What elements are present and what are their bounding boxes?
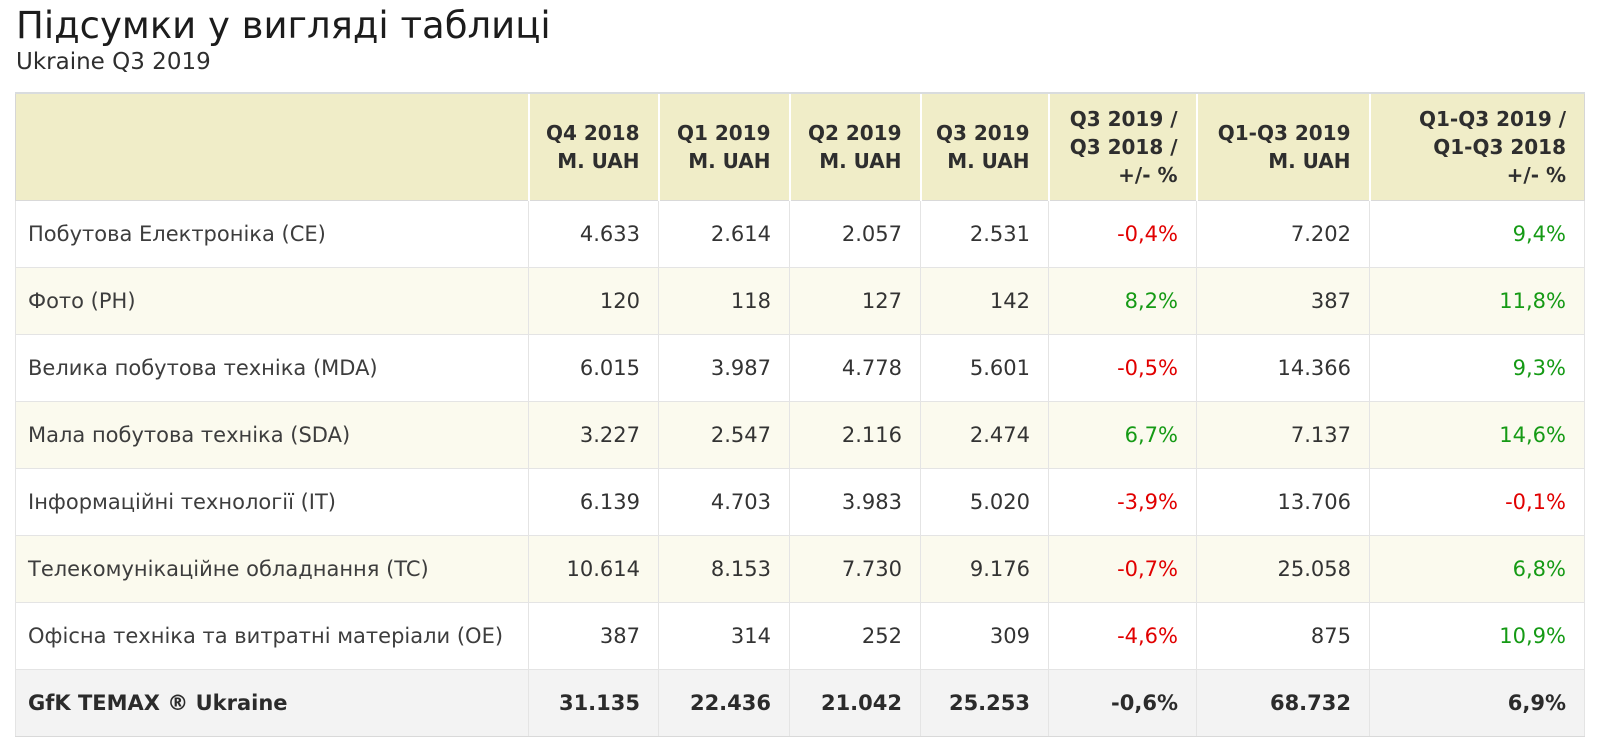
row-label: Інформаційні технології (IT) (15, 468, 529, 536)
value-cell: 142 (920, 267, 1049, 335)
percent-cell: -0,7% (1048, 535, 1197, 603)
value-cell: 3.987 (658, 334, 790, 402)
percent-cell: -4,6% (1048, 602, 1197, 670)
column-header: Q1-Q3 2019 M. UAH (1195, 92, 1370, 201)
value-cell: 6.015 (528, 334, 659, 402)
value-cell: 13.706 (1196, 468, 1370, 536)
row-label: Велика побутова техніка (MDA) (15, 334, 529, 402)
value-cell: 6.139 (528, 468, 659, 536)
value-cell: 25.253 (920, 669, 1049, 737)
column-header: Q3 2019 /Q3 2018 /+/- % (1047, 92, 1197, 201)
table-body: Побутова Електроніка (CE) 4.633 2.614 2.057… (15, 200, 1585, 737)
value-cell: 8.153 (658, 535, 790, 603)
row-label: Телекомунікаційне обладнання (TC) (15, 535, 529, 603)
value-cell: 3.227 (528, 401, 659, 469)
value-cell: 7.730 (789, 535, 921, 603)
table-row: Мала побутова техніка (SDA) 3.227 2.547 2.1… (15, 401, 1585, 469)
percent-cell: -0,5% (1048, 334, 1197, 402)
value-cell: 387 (528, 602, 659, 670)
page-title: Підсумки у вигляді таблиці (16, 4, 551, 47)
table-row: Фото (PH) 120 118 127 142 8,2% 387 11,8% (15, 267, 1585, 335)
value-cell: 9.176 (920, 535, 1049, 603)
percent-cell: 9,4% (1369, 200, 1585, 268)
table-row: Офісна техніка та витратні матеріали (OE… (15, 602, 1585, 670)
value-cell: 5.020 (920, 468, 1049, 536)
percent-cell: 10,9% (1369, 602, 1585, 670)
value-cell: 2.547 (658, 401, 790, 469)
value-cell: 309 (920, 602, 1049, 670)
value-cell: 25.058 (1196, 535, 1370, 603)
temax-summary-table: Q4 2018 M. UAH Q1 2019 M. UAH Q2 2019 M. UAH Q… (15, 92, 1585, 737)
value-cell: 14.366 (1196, 334, 1370, 402)
column-header: Q4 2018 M. UAH (527, 92, 659, 201)
value-cell: 314 (658, 602, 790, 670)
column-header: Q2 2019 M. UAH (788, 92, 921, 201)
value-cell: 7.202 (1196, 200, 1370, 268)
percent-cell: 14,6% (1369, 401, 1585, 469)
value-cell: 120 (528, 267, 659, 335)
value-cell: 127 (789, 267, 921, 335)
percent-cell: 6,8% (1369, 535, 1585, 603)
row-label: Фото (PH) (15, 267, 529, 335)
column-header (15, 92, 529, 201)
column-header: Q1-Q3 2019 /Q1-Q3 2018 +/- % (1368, 92, 1585, 201)
percent-cell: -0,4% (1048, 200, 1197, 268)
value-cell: 22.436 (658, 669, 790, 737)
percent-cell: -0,1% (1369, 468, 1585, 536)
row-label: Побутова Електроніка (CE) (15, 200, 529, 268)
percent-cell: -0,6% (1048, 669, 1197, 737)
value-cell: 252 (789, 602, 921, 670)
table-header-row: Q4 2018 M. UAH Q1 2019 M. UAH Q2 2019 M. UAH Q… (15, 92, 1585, 201)
value-cell: 875 (1196, 602, 1370, 670)
value-cell: 10.614 (528, 535, 659, 603)
value-cell: 2.474 (920, 401, 1049, 469)
value-cell: 68.732 (1196, 669, 1370, 737)
value-cell: 2.614 (658, 200, 790, 268)
total-row-label: GfK TEMAX ® Ukraine (15, 669, 529, 737)
value-cell: 5.601 (920, 334, 1049, 402)
percent-cell: 9,3% (1369, 334, 1585, 402)
value-cell: 7.137 (1196, 401, 1370, 469)
value-cell: 2.116 (789, 401, 921, 469)
percent-cell: 11,8% (1369, 267, 1585, 335)
value-cell: 2.057 (789, 200, 921, 268)
value-cell: 2.531 (920, 200, 1049, 268)
table-row: Інформаційні технології (IT) 6.139 4.703 3.… (15, 468, 1585, 536)
table-row: Велика побутова техніка (MDA) 6.015 3.987 4… (15, 334, 1585, 402)
column-header: Q3 2019 M. UAH (919, 92, 1049, 201)
value-cell: 31.135 (528, 669, 659, 737)
value-cell: 21.042 (789, 669, 921, 737)
percent-cell: -3,9% (1048, 468, 1197, 536)
percent-cell: 6,7% (1048, 401, 1197, 469)
row-label: Офісна техніка та витратні матеріали (OE… (15, 602, 529, 670)
value-cell: 4.703 (658, 468, 790, 536)
value-cell: 118 (658, 267, 790, 335)
value-cell: 3.983 (789, 468, 921, 536)
percent-cell: 6,9% (1369, 669, 1585, 737)
table-row: Телекомунікаційне обладнання (TC) 10.614 8… (15, 535, 1585, 603)
column-header: Q1 2019 M. UAH (657, 92, 790, 201)
value-cell: 4.633 (528, 200, 659, 268)
page-subtitle: Ukraine Q3 2019 (16, 49, 211, 75)
table-row: Побутова Електроніка (CE) 4.633 2.614 2.057… (15, 200, 1585, 268)
percent-cell: 8,2% (1048, 267, 1197, 335)
value-cell: 387 (1196, 267, 1370, 335)
total-row: GfK TEMAX ® Ukraine 31.135 22.436 21.042 25.… (15, 669, 1585, 737)
row-label: Мала побутова техніка (SDA) (15, 401, 529, 469)
value-cell: 4.778 (789, 334, 921, 402)
